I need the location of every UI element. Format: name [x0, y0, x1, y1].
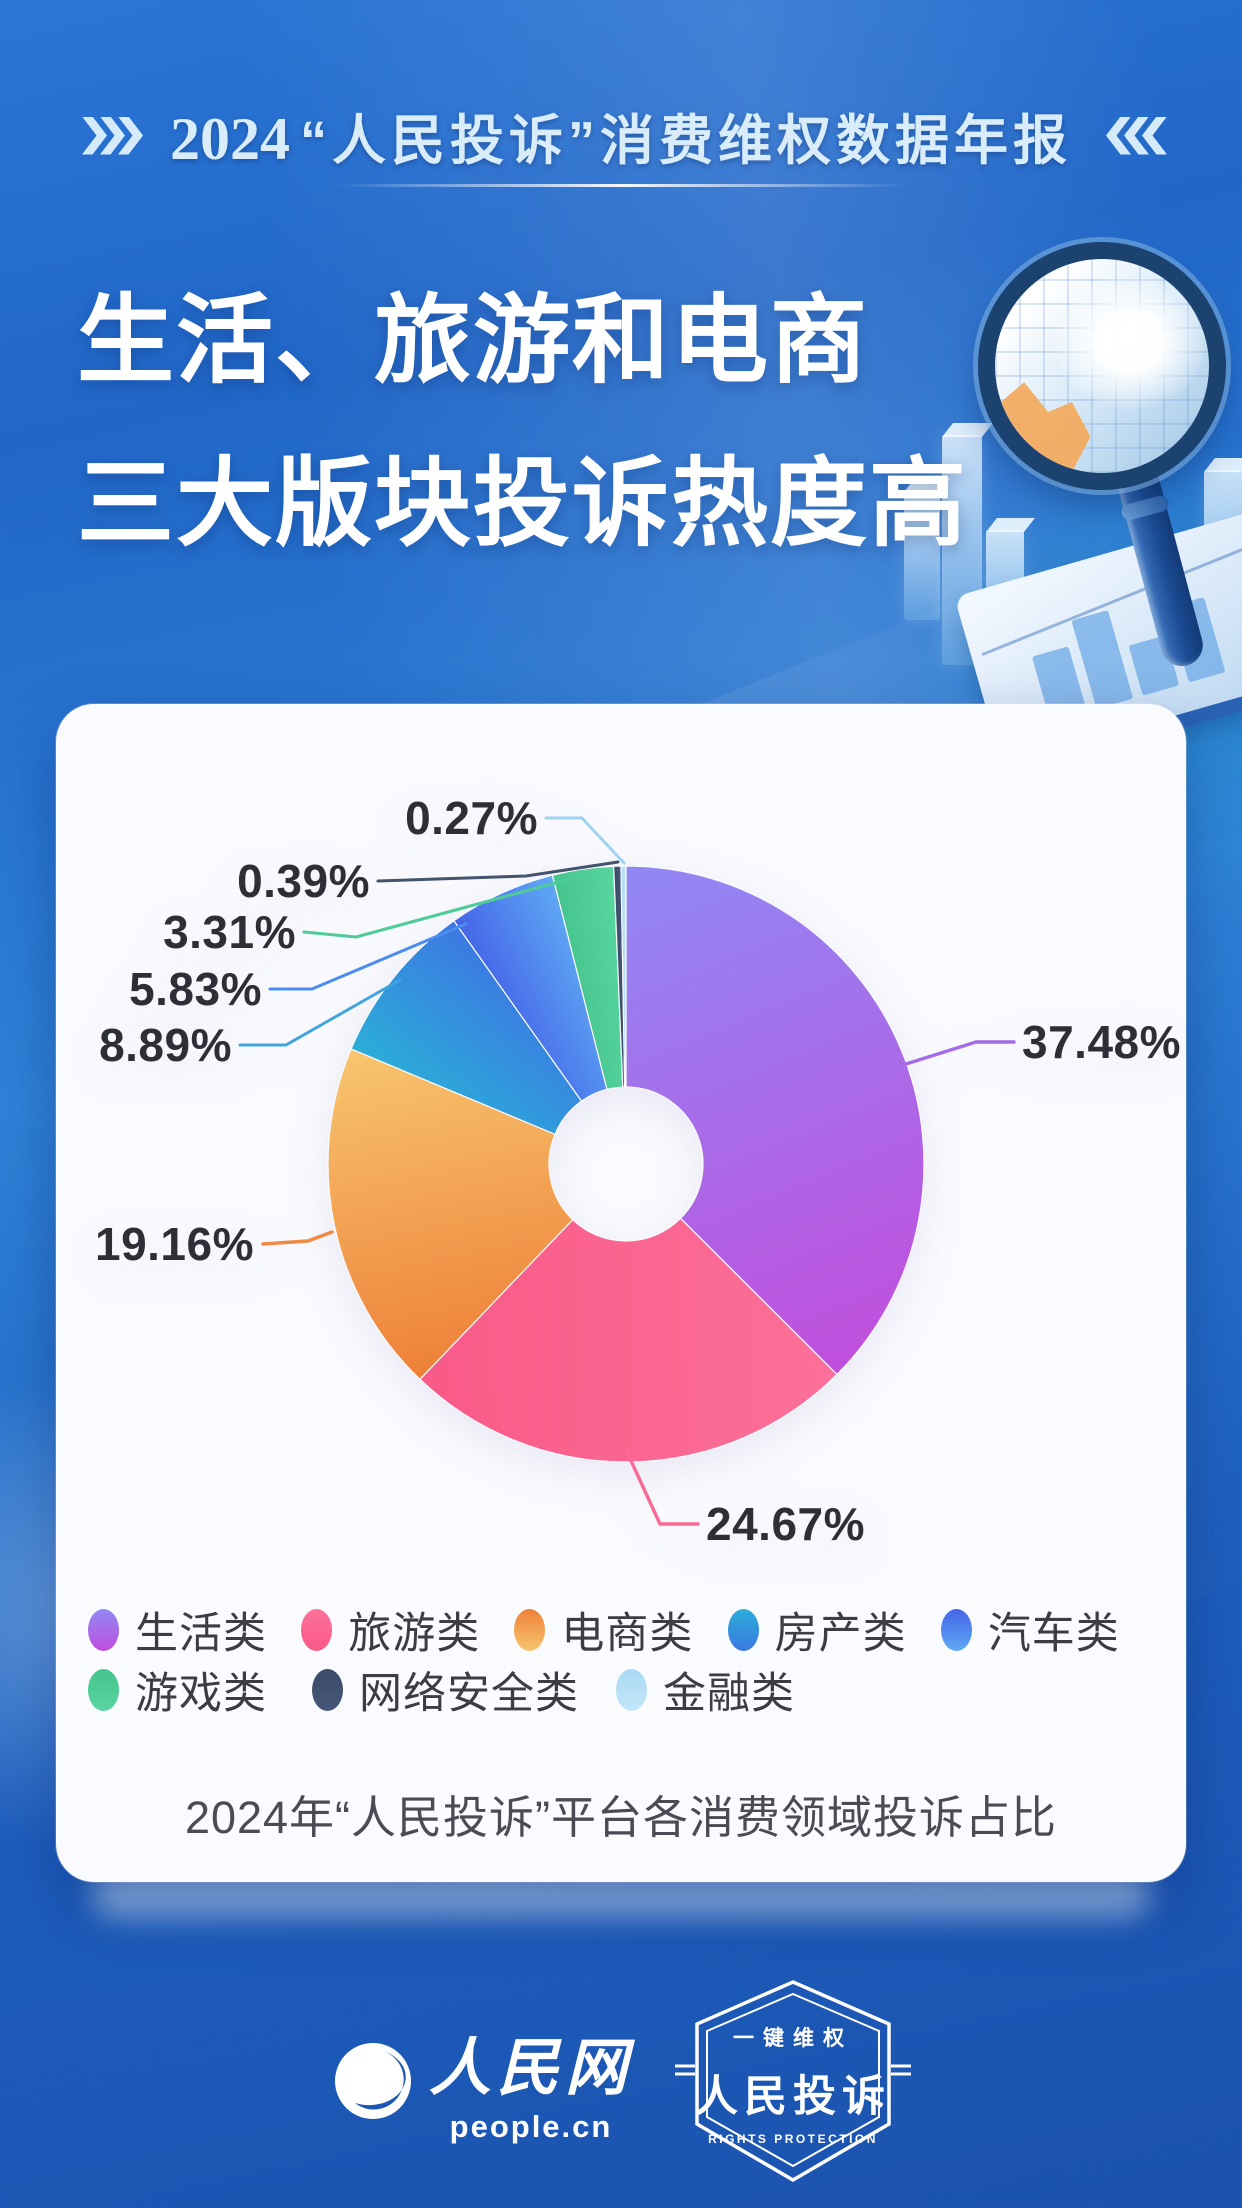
legend-marker-icon — [88, 1609, 119, 1651]
chart-card: 37.48% 24.67% 19.16% 8.89% 5.83% 3.31% 0.39% 0.… — [56, 704, 1186, 1882]
legend-label: 网络安全类 — [359, 1670, 579, 1718]
legend-label: 旅游类 — [348, 1610, 481, 1658]
pie-value-label-8: 0.27% — [405, 792, 538, 844]
legend-marker-icon — [727, 1609, 759, 1651]
legend-item-4: 房产类 — [727, 1599, 941, 1661]
pie-value-label-5: 5.83% — [129, 963, 262, 1015]
crescent-icon — [334, 2043, 411, 2119]
pie-value-label-1: 37.48% — [1022, 1016, 1181, 1068]
badge-title: 人民投诉 — [695, 2073, 891, 2121]
shield-icon — [675, 1980, 911, 2183]
header-banner: 2024 “人民投诉”消费维权数据年报 — [0, 96, 1242, 175]
legend-label: 汽车类 — [987, 1610, 1120, 1658]
header-title-text: “人民投诉”消费维权数据年报 — [300, 111, 1072, 171]
legend-item-6: 游戏类 — [88, 1659, 312, 1721]
legend-label: 电商类 — [561, 1610, 694, 1658]
leader-line-4 — [238, 978, 402, 1047]
pie-value-label-7: 0.39% — [237, 855, 370, 907]
chart-bar-decoration — [1128, 635, 1180, 696]
page-title-line1: 生活、旅游和电商 — [77, 286, 869, 395]
legend-marker-icon — [514, 1609, 546, 1651]
leader-line-8 — [544, 816, 626, 865]
legend-item-2: 旅游类 — [301, 1599, 514, 1661]
header-year: 2024 — [170, 106, 290, 172]
pie-slice-3 — [327, 1048, 574, 1381]
legend-label: 游戏类 — [135, 1670, 267, 1718]
legend-marker-icon — [88, 1669, 119, 1711]
leader-line-3 — [261, 1230, 334, 1246]
header-title: 2024 “人民投诉”消费维权数据年报 — [170, 96, 1072, 175]
site-domain: people.cn — [449, 2109, 613, 2144]
chart-legend: 生活类 旅游类 电商类 房产类 汽车类游戏类 网络安全类 金融类 — [88, 1606, 1154, 1726]
chart-bar-decoration — [1071, 610, 1134, 709]
legend-item-7: 网络安全类 — [312, 1659, 616, 1721]
pie-value-label-2: 24.67% — [706, 1498, 865, 1550]
site-name: 人民网 — [428, 2035, 633, 2103]
legend-item-3: 电商类 — [514, 1599, 727, 1661]
legend-label: 房产类 — [774, 1610, 907, 1658]
people-cn-logo: 人民网 people.cn — [331, 2017, 633, 2145]
footer: 人民网 people.cn 一键维权 人民投诉 RIGHTS PROTECTIO… — [0, 1978, 1242, 2184]
legend-marker-icon — [301, 1609, 333, 1651]
page-title-line2: 三大版块投诉热度高 — [77, 449, 968, 558]
leader-line-6 — [302, 878, 568, 939]
rights-protection-shield-badge: 一键维权 人民投诉 RIGHTS PROTECTION — [675, 1978, 911, 2184]
leader-line-2 — [625, 1450, 700, 1526]
pie-value-label-4: 8.89% — [99, 1019, 232, 1071]
chart-bar-decoration — [1167, 597, 1226, 683]
page-title: 生活、旅游和电商 三大版块投诉热度高 — [77, 292, 968, 552]
leader-line-5 — [268, 922, 468, 991]
legend-item-5: 汽车类 — [940, 1599, 1154, 1661]
badge-subtitle: RIGHTS PROTECTION — [708, 2132, 878, 2146]
leader-line-1 — [904, 1040, 1016, 1066]
pie-slice-8 — [620, 865, 627, 1088]
legend-item-8: 金融类 — [616, 1659, 795, 1721]
donut-chart: 37.48% 24.67% 19.16% 8.89%5.83%3.31%0.39% 0.… — [95, 792, 1181, 1550]
badge-top-text: 一键维权 — [733, 2027, 853, 2050]
legend-label: 金融类 — [663, 1670, 795, 1718]
magnifier-lens-icon — [978, 242, 1226, 490]
pie-slice-1 — [625, 865, 925, 1376]
legend-marker-icon — [312, 1669, 343, 1711]
line-chart-decoration — [981, 540, 1242, 657]
legend-row-2: 游戏类 网络安全类 金融类 — [88, 1666, 1154, 1718]
bar-column-decoration — [1204, 470, 1242, 680]
pie-slice-2 — [419, 1217, 838, 1463]
triple-chevron-right-icon — [82, 116, 143, 155]
legend-row-1: 生活类 旅游类 电商类 房产类 汽车类 — [88, 1606, 1154, 1658]
leader-line-7 — [376, 860, 620, 883]
chart-caption: 2024年“人民投诉”平台各消费领域投诉占比 — [184, 1792, 1058, 1843]
bar-column-decoration — [986, 530, 1024, 675]
legend-marker-icon — [616, 1669, 647, 1711]
legend-item-1: 生活类 — [88, 1599, 301, 1661]
legend-label: 生活类 — [135, 1610, 267, 1658]
header-divider — [335, 184, 907, 187]
pie-slice-4 — [350, 919, 583, 1136]
legend-marker-icon — [940, 1609, 972, 1651]
pie-value-label-3: 19.16% — [95, 1218, 254, 1270]
triple-chevron-left-icon — [1106, 117, 1160, 155]
pie-value-label-6: 3.31% — [163, 906, 296, 958]
magnifier-handle-icon — [1108, 442, 1208, 671]
